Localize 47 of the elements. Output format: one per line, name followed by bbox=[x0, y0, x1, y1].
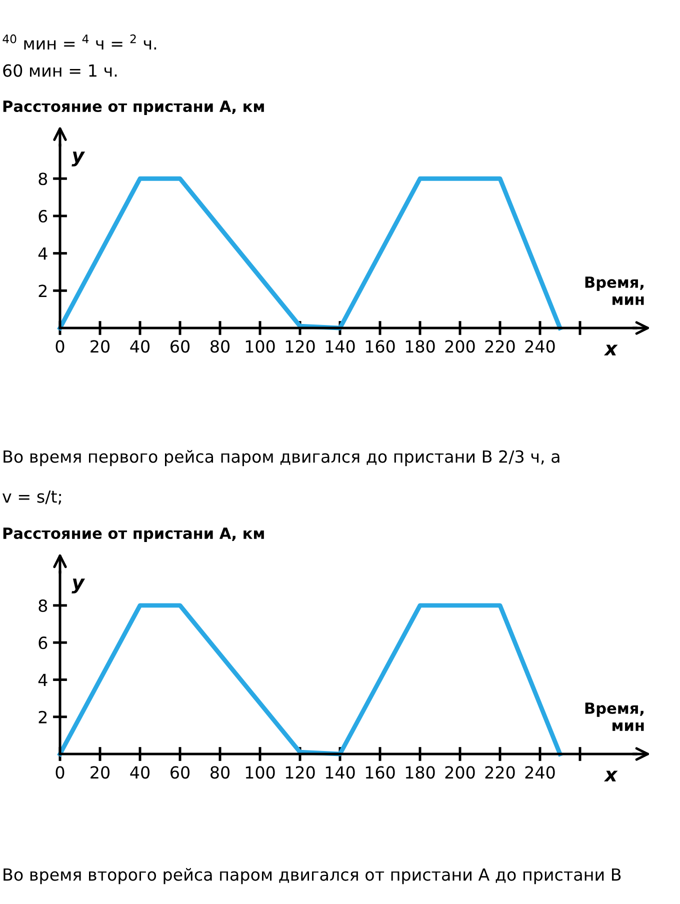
x-tick-label: 100 bbox=[246, 766, 275, 779]
y-tick-label: 6 bbox=[38, 210, 48, 223]
y-axis-title: Расстояние от пристани А, км bbox=[3, 528, 264, 542]
x-tick-label: 200 bbox=[445, 340, 475, 353]
x-tick-label: 200 bbox=[445, 766, 475, 779]
x-tick-label: 60 bbox=[170, 340, 190, 353]
x-tick-label: 120 bbox=[286, 766, 315, 779]
x-tick-label: 180 bbox=[406, 340, 435, 353]
x-tick-label: 80 bbox=[210, 340, 230, 353]
x-tick-label: 100 bbox=[246, 340, 275, 353]
x-tick-label: 20 bbox=[90, 766, 110, 779]
text: $^{40}$ мин = $^{4}$ ч = $^{2}$ ч. bbox=[2, 34, 156, 50]
x-tick-label: 160 bbox=[366, 766, 395, 779]
x-axis-title: Время, мин bbox=[585, 702, 644, 731]
x-tick-label: 220 bbox=[485, 766, 515, 779]
x-tick-label: 40 bbox=[130, 340, 150, 353]
x-tick-label: 80 bbox=[210, 766, 230, 779]
x-tick-label: 140 bbox=[326, 766, 355, 779]
y-tick-label: 6 bbox=[38, 636, 48, 650]
x-axis-title: Время, мин bbox=[585, 276, 644, 305]
text: x bbox=[604, 344, 618, 356]
x-tick-label: 160 bbox=[366, 340, 395, 353]
x-tick-label: 60 bbox=[170, 766, 190, 779]
x-tick-label: 120 bbox=[286, 340, 315, 353]
y-tick-label: 4 bbox=[38, 674, 48, 686]
annotation: y bbox=[72, 152, 86, 166]
y-axis-title: Расстояние от пристани А, км bbox=[3, 100, 264, 115]
x-tick-label: 0 bbox=[56, 766, 64, 779]
text: x bbox=[604, 770, 618, 782]
text: 60 мин = 1 ч. bbox=[3, 64, 117, 77]
y-tick-label: 8 bbox=[38, 172, 48, 186]
x-tick-label: 20 bbox=[90, 340, 110, 353]
y-tick-label: 2 bbox=[38, 710, 47, 724]
x-tick-label: 180 bbox=[406, 766, 435, 779]
x-tick-label: 220 bbox=[485, 340, 515, 353]
x-tick-label: 0 bbox=[56, 340, 64, 353]
x-tick-label: 140 bbox=[326, 340, 355, 353]
text: Во время первого рейса паром двигался до пристани B 2/3 ч, а bbox=[4, 450, 560, 466]
y-tick-label: 2 bbox=[38, 284, 47, 297]
x-tick-label: 240 bbox=[525, 340, 555, 353]
text: v = s/t; bbox=[2, 490, 61, 505]
y-tick-label: 4 bbox=[38, 247, 48, 260]
y-tick-label: 8 bbox=[38, 599, 48, 612]
text: Во время второго рейса паром двигался от пристани A до пристани B bbox=[4, 868, 621, 884]
x-tick-label: 40 bbox=[130, 766, 150, 779]
x-tick-label: 240 bbox=[525, 766, 555, 779]
annotation: y bbox=[72, 578, 86, 594]
